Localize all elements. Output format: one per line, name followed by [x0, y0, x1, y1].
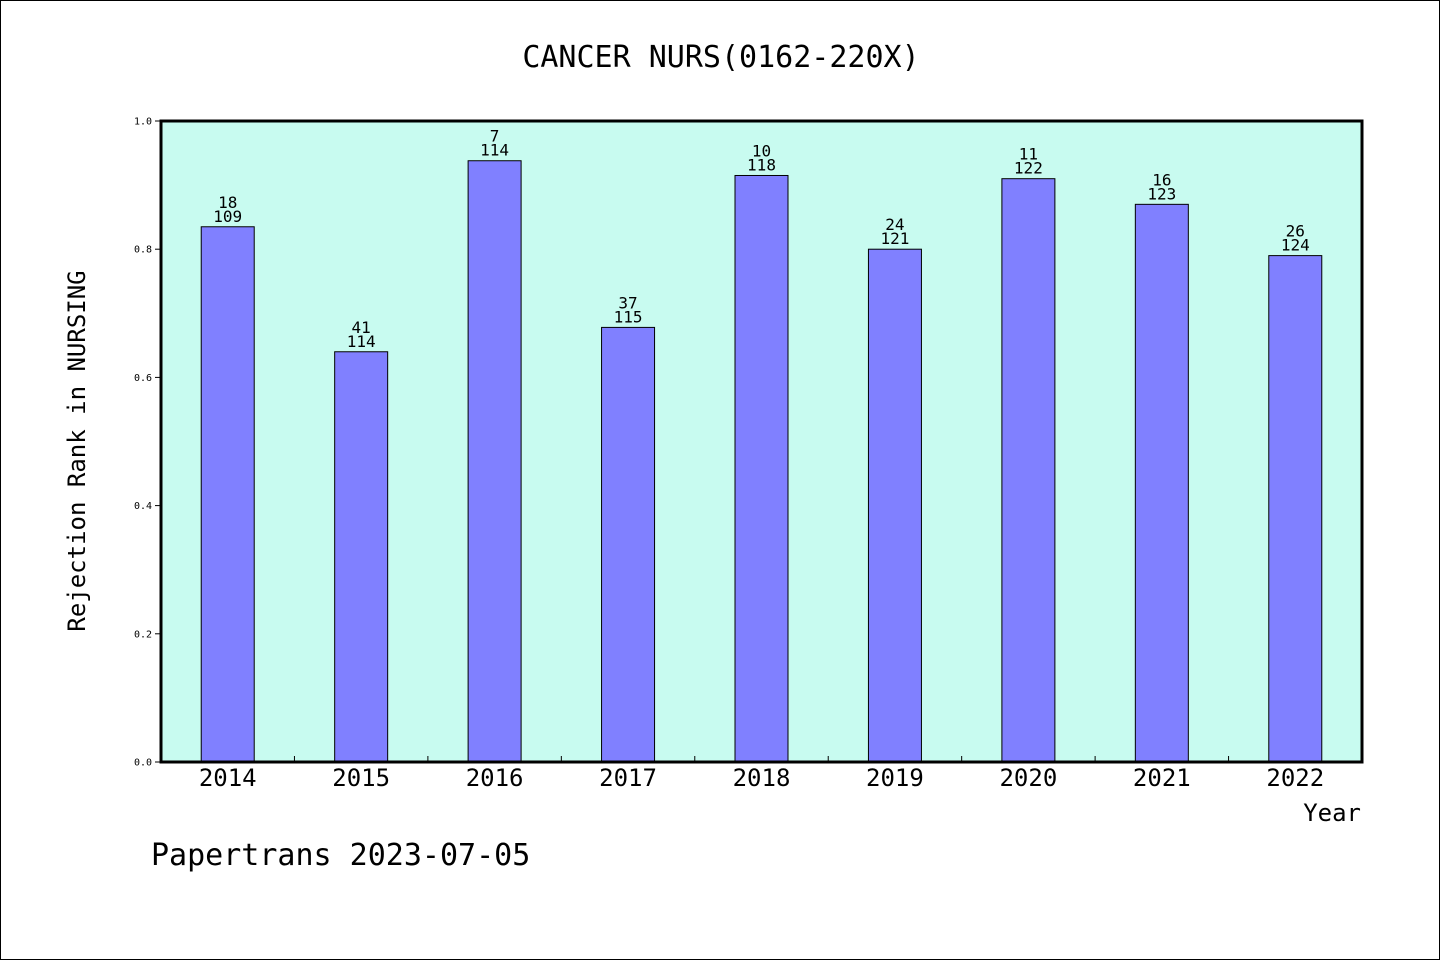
chart-title: CANCER NURS(0162-220X)	[522, 40, 919, 75]
bar-rank-label: 18	[218, 193, 237, 212]
x-tick-label: 2014	[199, 764, 257, 792]
bar-total-label: 121	[880, 229, 909, 248]
bar-rank-label: 24	[885, 215, 904, 234]
y-tick-label: 0.0	[134, 758, 152, 769]
x-tick-label: 2022	[1266, 764, 1324, 792]
x-tick-label: 2020	[999, 764, 1057, 792]
y-tick-label: 0.6	[134, 373, 152, 384]
bar-labels-group: 1810941114711437115101182412111122161232…	[213, 127, 1309, 351]
footer-text: Papertrans 2023-07-05	[151, 838, 530, 873]
y-axis: 0.0 0.2 0.4 0.6 0.8 1.0	[134, 117, 161, 769]
x-tick-label: 2019	[866, 764, 924, 792]
bar-rank-label: 41	[352, 318, 371, 337]
x-axis-label: Year	[1303, 799, 1361, 827]
bar-2018	[734, 174, 789, 763]
x-tick-label: 2016	[466, 764, 524, 792]
bar-total-label: 115	[614, 307, 643, 326]
bar-rank-label: 37	[618, 293, 637, 312]
bar-total-label: 114	[480, 141, 509, 160]
y-tick-label: 0.2	[134, 629, 152, 640]
bar-2016	[467, 160, 522, 763]
x-tick-label: 2018	[733, 764, 791, 792]
bar-2014	[200, 226, 255, 763]
bar-2021	[1134, 203, 1189, 763]
bar-2020	[1001, 178, 1056, 763]
x-axis: 2014 2015 2016 2017 2018 2019 2020 2021 2022	[199, 756, 1324, 792]
bar-rank-label: 7	[490, 127, 500, 146]
y-tick-label: 0.4	[134, 501, 152, 512]
bar-rank-label: 26	[1286, 222, 1305, 241]
bar-total-label: 114	[347, 332, 376, 351]
bar-2015	[334, 351, 389, 763]
bar-2019	[867, 248, 922, 763]
x-tick-label: 2021	[1133, 764, 1191, 792]
bar-2022	[1268, 255, 1323, 763]
bar-total-label: 118	[747, 155, 776, 174]
plot-border	[159, 119, 1364, 764]
bar-rank-label: 10	[752, 141, 771, 160]
x-tick-label: 2015	[332, 764, 390, 792]
bar-rank-label: 11	[1019, 145, 1038, 164]
bar-rank-label: 16	[1152, 170, 1171, 189]
bar-2017	[601, 326, 656, 763]
bars-group	[200, 160, 1323, 763]
bar-total-label: 124	[1281, 236, 1310, 255]
bar-total-label: 123	[1147, 184, 1176, 203]
bar-total-label: 109	[213, 207, 242, 226]
bar-total-label: 122	[1014, 159, 1043, 178]
y-tick-label: 1.0	[134, 117, 152, 128]
y-tick-label: 0.8	[134, 245, 152, 256]
y-axis-label: Rejection Rank in NURSING	[63, 270, 91, 631]
x-tick-label: 2017	[599, 764, 657, 792]
